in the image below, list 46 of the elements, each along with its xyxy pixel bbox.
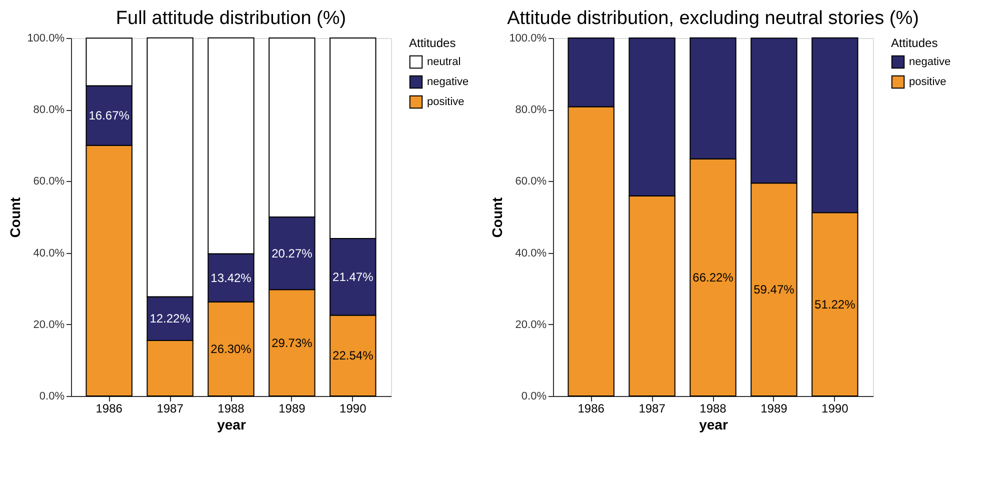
legend-label: negative <box>427 76 469 88</box>
x-tick-label: 1987 <box>156 402 184 416</box>
x-tick-label: 1987 <box>638 402 666 416</box>
y-tick-label: 100.0% <box>509 32 547 44</box>
x-tick-label: 1990 <box>340 402 367 416</box>
y-tick-label: 20.0% <box>33 318 65 331</box>
data-label: 29.73% <box>272 336 313 350</box>
legend-title: Attitudes <box>409 36 456 50</box>
x-tick-label: 1989 <box>278 402 306 416</box>
y-tick-label: 60.0% <box>515 176 547 188</box>
legend-label: negative <box>909 56 951 68</box>
data-label: 16.67% <box>88 108 130 123</box>
x-tick-label: 1990 <box>822 402 849 416</box>
x-axis-title: year <box>699 416 728 432</box>
x-tick-label: 1988 <box>218 402 245 416</box>
x-tick-label: 1989 <box>760 402 788 416</box>
chart-title: Full attitude distribution (%) <box>116 8 346 29</box>
y-tick-label: 0.0% <box>39 390 65 402</box>
y-tick-label: 60.0% <box>33 176 65 188</box>
y-tick-label: 0.0% <box>521 390 547 402</box>
data-label: 21.47% <box>332 270 374 284</box>
y-tick-label: 80.0% <box>33 104 65 116</box>
data-label: 13.42% <box>210 270 252 285</box>
data-label: 20.27% <box>272 246 313 260</box>
chart-title: Attitude distribution, excluding neutral stories (%) <box>507 8 919 29</box>
y-tick-label: 20.0% <box>515 318 547 331</box>
data-label: 51.22% <box>814 297 856 312</box>
data-label: 12.22% <box>150 312 191 326</box>
y-tick-label: 100.0% <box>27 32 65 44</box>
y-tick-label: 80.0% <box>515 104 547 116</box>
x-axis-title: year <box>217 416 246 432</box>
y-axis-title: Count <box>489 196 506 238</box>
y-tick-label: 40.0% <box>515 247 547 260</box>
y-tick-label: 40.0% <box>33 247 65 260</box>
legend-label: positive <box>909 76 946 88</box>
x-tick-label: 1986 <box>578 402 605 416</box>
data-label: 22.54% <box>332 348 374 363</box>
legend-label: positive <box>427 96 464 108</box>
legend-label: neutral <box>427 56 461 68</box>
legend-title: Attitudes <box>891 36 938 50</box>
x-tick-label: 1986 <box>96 402 123 416</box>
data-label: 66.22% <box>692 270 734 284</box>
y-axis-title: Count <box>7 196 24 238</box>
data-label: 59.47% <box>754 282 795 297</box>
x-tick-label: 1988 <box>700 402 727 416</box>
data-label: 26.30% <box>210 342 252 356</box>
